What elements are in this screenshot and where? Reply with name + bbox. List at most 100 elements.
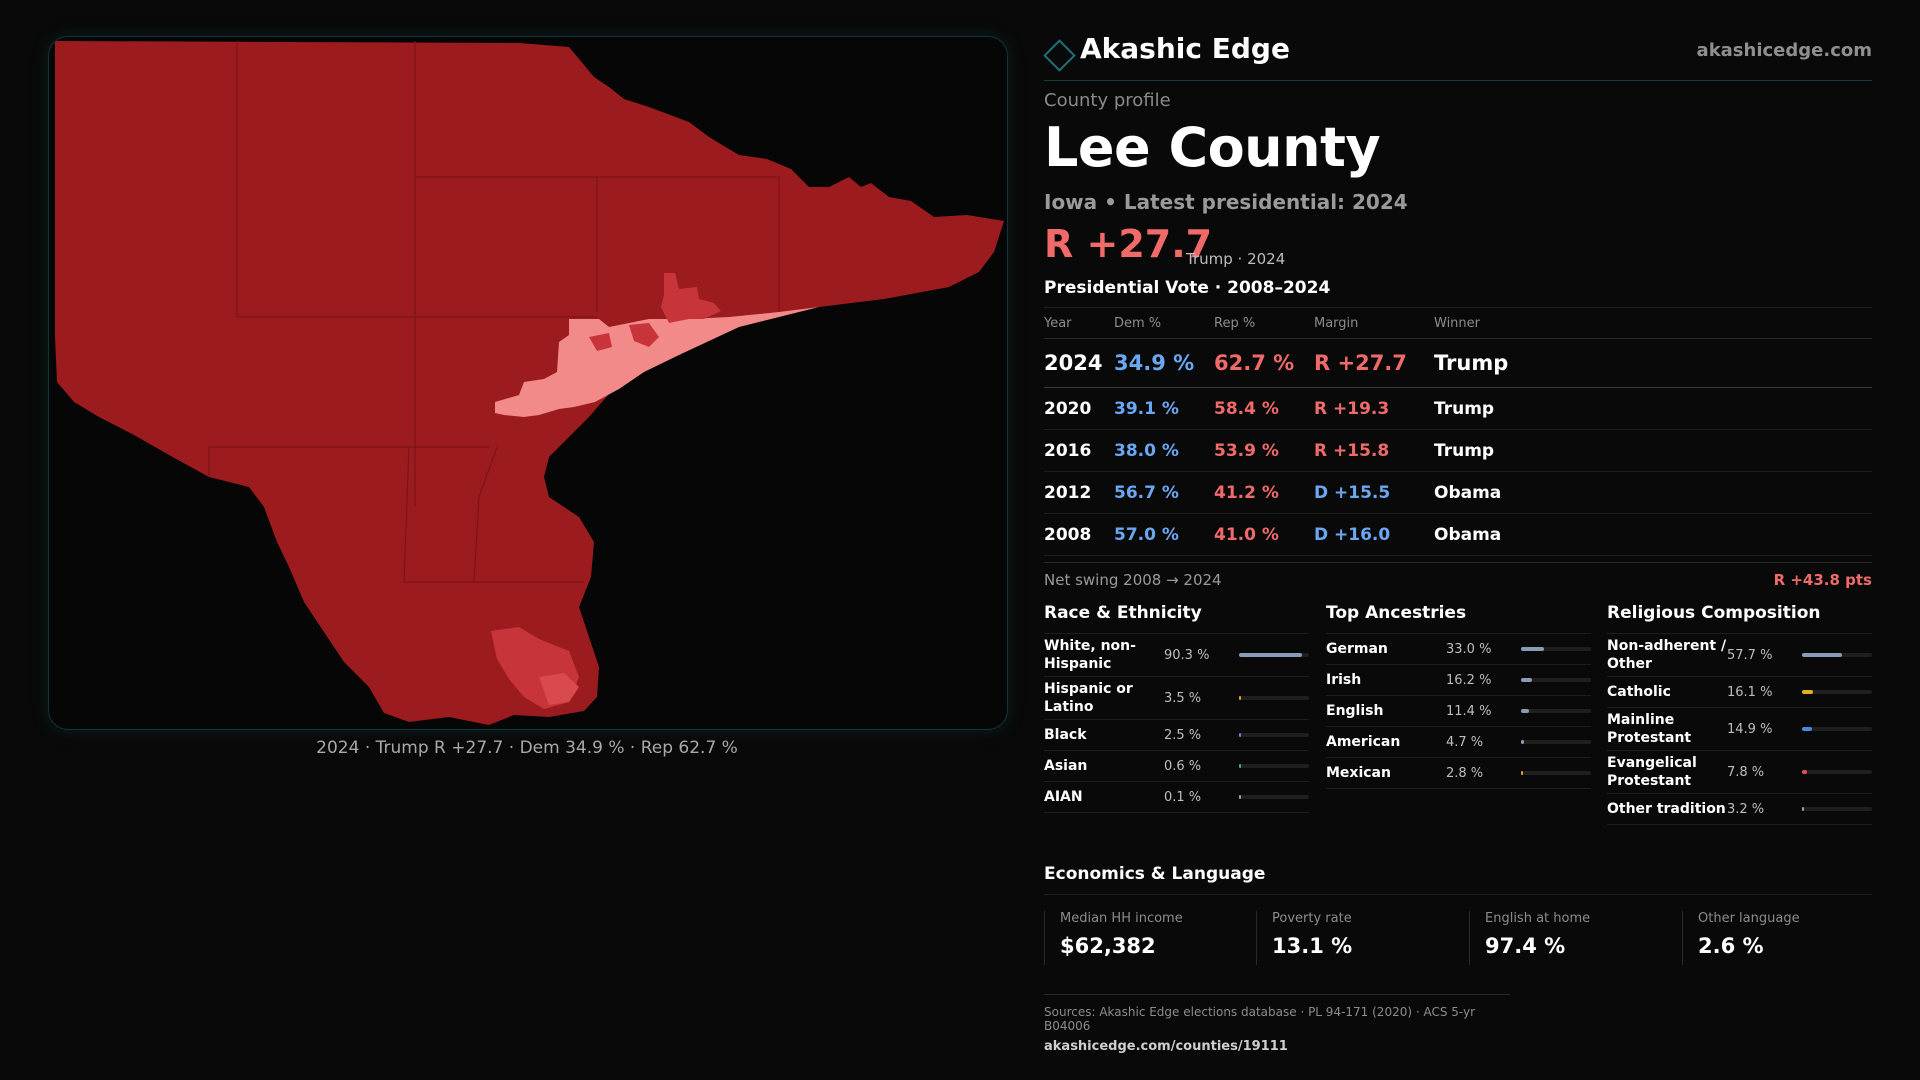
item-value: 16.1 %: [1727, 684, 1773, 700]
race-panel: Race & Ethnicity White, non-Hispanic 90.3…: [1044, 603, 1309, 813]
econ-value: 97.4 %: [1485, 934, 1566, 958]
sources-footer: Sources: Akashic Edge elections database…: [1044, 994, 1510, 1054]
row-year: 2008: [1044, 513, 1114, 556]
headline-margin: R +27.7: [1044, 222, 1213, 266]
col-winner: Winner: [1434, 307, 1872, 339]
item-value: 90.3 %: [1164, 647, 1210, 663]
list-item: Mexican 2.8 %: [1326, 758, 1591, 789]
list-item: Evangelical Protestant 7.8 %: [1607, 751, 1872, 794]
net-swing-value: R +43.8 pts: [1773, 571, 1872, 589]
item-bar: [1239, 733, 1309, 737]
ancestry-title: Top Ancestries: [1326, 603, 1591, 634]
map-caption: 2024 · Trump R +27.7 · Dem 34.9 % · Rep …: [316, 738, 738, 758]
brand-url-link[interactable]: akashicedge.com: [1696, 40, 1872, 61]
diamond-logo-icon: [1043, 39, 1076, 72]
item-value: 4.7 %: [1446, 734, 1484, 750]
row-dem: 39.1 %: [1114, 387, 1214, 430]
item-label: Other tradition: [1607, 801, 1726, 817]
item-value: 0.6 %: [1164, 758, 1202, 774]
list-item: Other tradition 3.2 %: [1607, 794, 1872, 825]
county-map[interactable]: [48, 36, 1008, 730]
list-item: German 33.0 %: [1326, 634, 1591, 665]
item-bar-fill: [1802, 727, 1813, 731]
table-row: 2012 56.7 % 41.2 % D +15.5 Obama: [1044, 471, 1872, 514]
row-winner: Trump: [1434, 387, 1872, 430]
item-value: 33.0 %: [1446, 641, 1492, 657]
item-bar: [1802, 770, 1872, 774]
list-item: Asian 0.6 %: [1044, 751, 1309, 782]
item-label: German: [1326, 641, 1388, 657]
row-year: 2012: [1044, 471, 1114, 514]
profile-subtitle: Iowa • Latest presidential: 2024: [1044, 190, 1408, 214]
item-bar-fill: [1239, 653, 1303, 657]
item-bar: [1239, 696, 1309, 700]
economics-title: Economics & Language: [1044, 864, 1266, 884]
row-rep: 41.2 %: [1214, 471, 1314, 514]
map-tract-west[interactable]: [589, 333, 612, 351]
headline-margin-note: Trump · 2024: [1186, 250, 1286, 268]
item-bar-fill: [1802, 770, 1808, 774]
econ-card-poverty: Poverty rate 13.1 %: [1256, 911, 1451, 965]
table-row: 2024 34.9 % 62.7 % R +27.7 Trump: [1044, 338, 1872, 388]
econ-card-other-language: Other language 2.6 %: [1682, 911, 1877, 965]
map-tract-central[interactable]: [629, 323, 659, 347]
sources-text: Sources: Akashic Edge elections database…: [1044, 1005, 1476, 1033]
econ-value: 13.1 %: [1272, 934, 1353, 958]
item-bar-fill: [1239, 733, 1241, 737]
item-label: Hispanic or Latino: [1044, 681, 1133, 715]
map-tract-fort-madison[interactable]: [495, 307, 819, 417]
page-title: Lee County: [1044, 116, 1381, 179]
row-rep: 41.0 %: [1214, 513, 1314, 556]
vote-table-header: Year Dem % Rep % Margin Winner: [1044, 307, 1872, 339]
row-year: 2024: [1044, 338, 1114, 388]
table-row: 2016 38.0 % 53.9 % R +15.8 Trump: [1044, 429, 1872, 472]
item-value: 0.1 %: [1164, 789, 1202, 805]
list-item: English 11.4 %: [1326, 696, 1591, 727]
item-bar-fill: [1521, 678, 1533, 682]
item-label: Mainline Protestant: [1607, 712, 1692, 746]
map-tract-north-fort-madison[interactable]: [661, 273, 721, 323]
item-label: Evangelical Protestant: [1607, 755, 1697, 789]
map-tract-keokuk-south[interactable]: [539, 673, 579, 705]
row-winner: Obama: [1434, 471, 1872, 514]
item-label: AIAN: [1044, 789, 1083, 805]
item-value: 57.7 %: [1727, 647, 1773, 663]
row-winner: Trump: [1434, 338, 1872, 388]
item-bar: [1802, 690, 1872, 694]
item-bar: [1521, 647, 1591, 651]
item-bar-fill: [1521, 740, 1525, 744]
col-dem: Dem %: [1114, 307, 1214, 339]
item-label: Mexican: [1326, 765, 1391, 781]
item-bar: [1521, 709, 1591, 713]
ancestry-panel: Top Ancestries German 33.0 % Irish 16.2 % En…: [1326, 603, 1591, 789]
row-dem: 56.7 %: [1114, 471, 1214, 514]
item-bar: [1239, 653, 1309, 657]
religion-title: Religious Composition: [1607, 603, 1872, 634]
item-label: White, non-Hispanic: [1044, 638, 1136, 672]
item-bar: [1521, 678, 1591, 682]
item-label: American: [1326, 734, 1401, 750]
list-item: AIAN 0.1 %: [1044, 782, 1309, 813]
item-value: 2.5 %: [1164, 727, 1202, 743]
net-swing-label: Net swing 2008 → 2024: [1044, 571, 1222, 589]
row-dem: 57.0 %: [1114, 513, 1214, 556]
item-value: 2.8 %: [1446, 765, 1484, 781]
col-margin: Margin: [1314, 307, 1434, 339]
item-label: Non-adherent / Other: [1607, 638, 1727, 672]
profile-eyebrow: County profile: [1044, 90, 1171, 111]
row-margin: R +27.7: [1314, 338, 1434, 388]
item-bar: [1802, 727, 1872, 731]
col-year: Year: [1044, 307, 1114, 339]
brand-name: Akashic Edge: [1080, 32, 1290, 65]
list-item: American 4.7 %: [1326, 727, 1591, 758]
county-page-link[interactable]: akashicedge.com/counties/19111: [1044, 1039, 1288, 1054]
county-map-svg[interactable]: [49, 37, 1007, 729]
list-item: Catholic 16.1 %: [1607, 677, 1872, 708]
vote-section-title: Presidential Vote · 2008–2024: [1044, 278, 1331, 298]
list-item: White, non-Hispanic 90.3 %: [1044, 634, 1309, 677]
net-swing-row: Net swing 2008 → 2024 R +43.8 pts: [1044, 562, 1872, 593]
item-bar-fill: [1239, 795, 1241, 799]
item-value: 3.2 %: [1727, 801, 1765, 817]
item-bar-fill: [1521, 771, 1523, 775]
list-item: Mainline Protestant 14.9 %: [1607, 708, 1872, 751]
